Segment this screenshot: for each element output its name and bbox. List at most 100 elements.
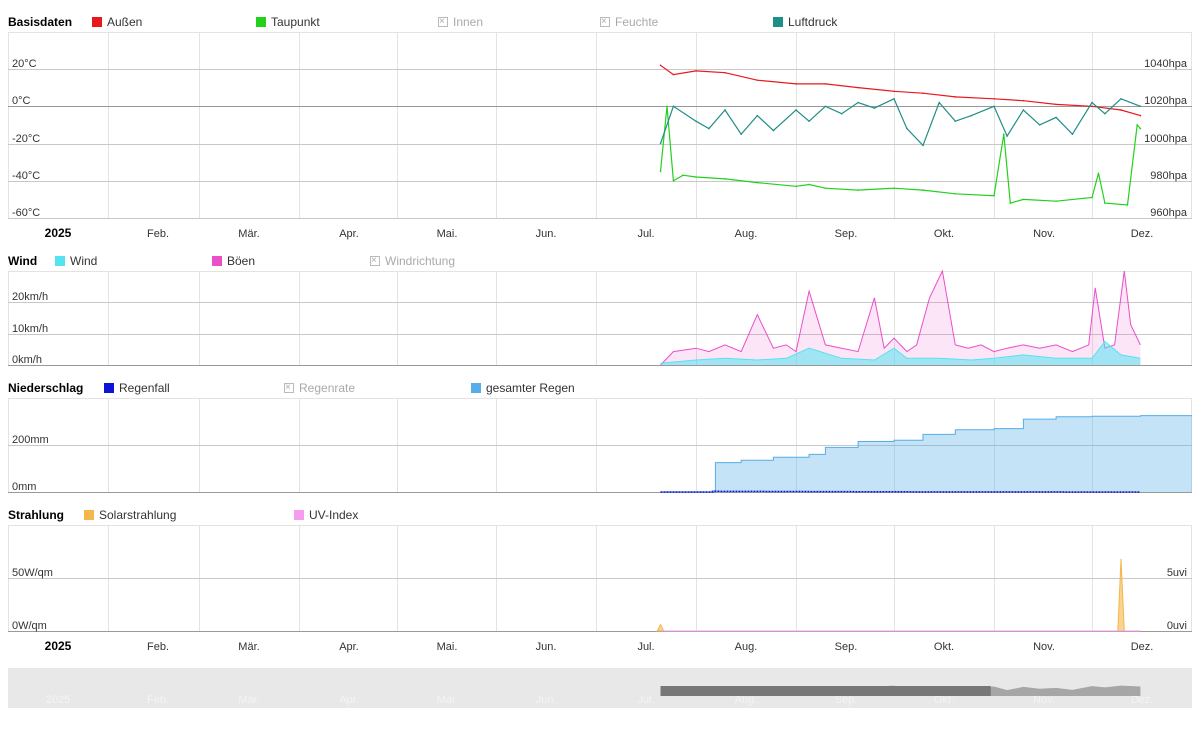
legend-gesamter-regen[interactable]: gesamter Regen — [471, 380, 575, 396]
legend-uv-index-label: UV-Index — [309, 508, 359, 522]
legend-regenfall[interactable]: Regenfall — [104, 380, 170, 396]
niederschlag-ytick-left: 0mm — [12, 481, 36, 493]
strahlung-ytick-left: 0W/qm — [12, 620, 47, 632]
legend-uv-index[interactable]: UV-Index — [294, 507, 358, 523]
navigator-label: Mär. — [238, 694, 259, 706]
point-luftdruck — [1091, 101, 1093, 104]
x-axis-label: Jul. — [637, 228, 654, 240]
legend-innen-label: Innen — [453, 15, 484, 29]
legend-taupunkt-label: Taupunkt — [271, 15, 320, 29]
point-taupunkt — [682, 174, 684, 176]
point-luftdruck — [1139, 105, 1142, 108]
point-luftdruck — [740, 133, 742, 135]
strahlung-ytick-right: 5uvi — [1167, 567, 1187, 579]
x-axis-label: Sep. — [835, 641, 858, 653]
point-luftdruck — [1120, 98, 1122, 100]
point-taupunkt — [1104, 202, 1106, 204]
point-taupunkt — [1139, 127, 1142, 130]
point-luftdruck — [993, 105, 995, 108]
legend-solarstrahlung[interactable]: Solarstrahlung — [84, 507, 176, 523]
x-axis-label: Feb. — [147, 641, 169, 653]
legend-luftdruck[interactable]: Luftdruck — [773, 14, 837, 30]
point-luftdruck — [672, 105, 675, 108]
legend-wind[interactable]: Wind — [55, 253, 97, 269]
point-außen — [1139, 114, 1142, 117]
basisdaten-title: Basisdaten — [8, 15, 73, 29]
point-außen — [1055, 103, 1057, 106]
gesamter-regen-swatch — [471, 383, 481, 393]
legend-aussen-label: Außen — [107, 15, 143, 29]
x-axis-label: Okt. — [934, 641, 954, 653]
point-außen — [857, 86, 859, 89]
legend-feuchte-label: Feuchte — [615, 15, 659, 29]
point-außen — [659, 64, 662, 67]
point-luftdruck — [938, 101, 940, 104]
point-taupunkt — [666, 105, 668, 108]
aussen-swatch — [92, 17, 102, 27]
basisdaten-legend: Basisdaten Außen Taupunkt Innen Feuchte … — [8, 14, 1192, 32]
navigator-label: Aug. — [735, 694, 758, 706]
legend-taupunkt[interactable]: Taupunkt — [256, 14, 320, 30]
navigator-label: Jun. — [536, 694, 557, 706]
wind-swatch — [55, 256, 65, 266]
legend-regenrate[interactable]: Regenrate — [284, 380, 355, 396]
point-luftdruck — [808, 120, 810, 122]
legend-boeen-label: Böen — [227, 254, 256, 268]
navigator-svg: 2025 Feb. Mär. Apr. Mai. Jun. Jul. Aug. Sep. Okt.… — [46, 685, 1154, 706]
point-taupunkt — [993, 194, 995, 197]
legend-boeen[interactable]: Böen — [212, 253, 255, 269]
x-axis-label: Okt. — [934, 228, 954, 240]
regenfall-swatch — [104, 383, 114, 393]
legend-windrichtung[interactable]: Windrichtung — [370, 253, 455, 269]
point-luftdruck — [1038, 124, 1041, 126]
legend-regenrate-label: Regenrate — [299, 381, 356, 395]
legend-feuchte[interactable]: Feuchte — [600, 14, 658, 30]
point-taupunkt — [1097, 172, 1100, 175]
point-luftdruck — [795, 109, 797, 111]
regenrate-swatch — [284, 380, 294, 396]
legend-aussen[interactable]: Außen — [92, 14, 142, 30]
niederschlag-legend: Niederschlag Regenfall Regenrate gesamte… — [8, 380, 1192, 398]
x-axis-label: Sep. — [835, 228, 858, 240]
innen-swatch — [438, 14, 448, 30]
axis-labels: 20°C 1040hpa 0°C 1020hpa -20°C 1000hpa -40°C 98… — [12, 58, 1188, 653]
x-axis-label: Aug. — [735, 228, 758, 240]
point-luftdruck — [954, 120, 957, 122]
x-axis-label: Nov. — [1033, 228, 1055, 240]
point-luftdruck — [756, 114, 759, 117]
point-taupunkt — [724, 178, 726, 180]
point-taupunkt — [1022, 198, 1025, 201]
point-außen — [824, 83, 827, 85]
point-taupunkt — [756, 181, 759, 184]
x-axis-label: Jun. — [536, 641, 557, 653]
point-außen — [695, 70, 697, 72]
navigator-label: Dez. — [1131, 694, 1154, 706]
legend-innen[interactable]: Innen — [438, 14, 483, 30]
point-taupunkt — [1136, 124, 1138, 126]
point-luftdruck — [906, 127, 908, 130]
point-außen — [1022, 99, 1025, 102]
wind-ytick-left: 0km/h — [12, 354, 42, 366]
legend-windrichtung-label: Windrichtung — [385, 254, 456, 268]
point-taupunkt — [1003, 133, 1005, 135]
x-axis-label: Nov. — [1033, 641, 1055, 653]
x-axis-label: Jun. — [536, 228, 557, 240]
point-luftdruck — [840, 112, 843, 115]
navigator-label: Nov. — [1033, 694, 1055, 706]
x-axis-label: Mär. — [238, 641, 259, 653]
point-taupunkt — [824, 187, 827, 189]
point-luftdruck — [922, 144, 924, 147]
point-luftdruck — [1022, 109, 1025, 111]
x-axis-label: Aug. — [735, 641, 758, 653]
range-navigator[interactable]: 2025 Feb. Mär. Apr. Mai. Jun. Jul. Aug. Sep. Okt.… — [8, 668, 1192, 708]
basisdaten-ytick-left: -60°C — [12, 207, 40, 219]
point-taupunkt — [695, 176, 697, 178]
point-taupunkt — [659, 170, 662, 173]
point-außen — [756, 79, 759, 81]
point-luftdruck — [873, 107, 876, 109]
point-luftdruck — [1071, 133, 1074, 135]
basisdaten-ytick-right: 1020hpa — [1144, 95, 1188, 107]
point-luftdruck — [1104, 112, 1106, 115]
point-außen — [1120, 109, 1122, 111]
